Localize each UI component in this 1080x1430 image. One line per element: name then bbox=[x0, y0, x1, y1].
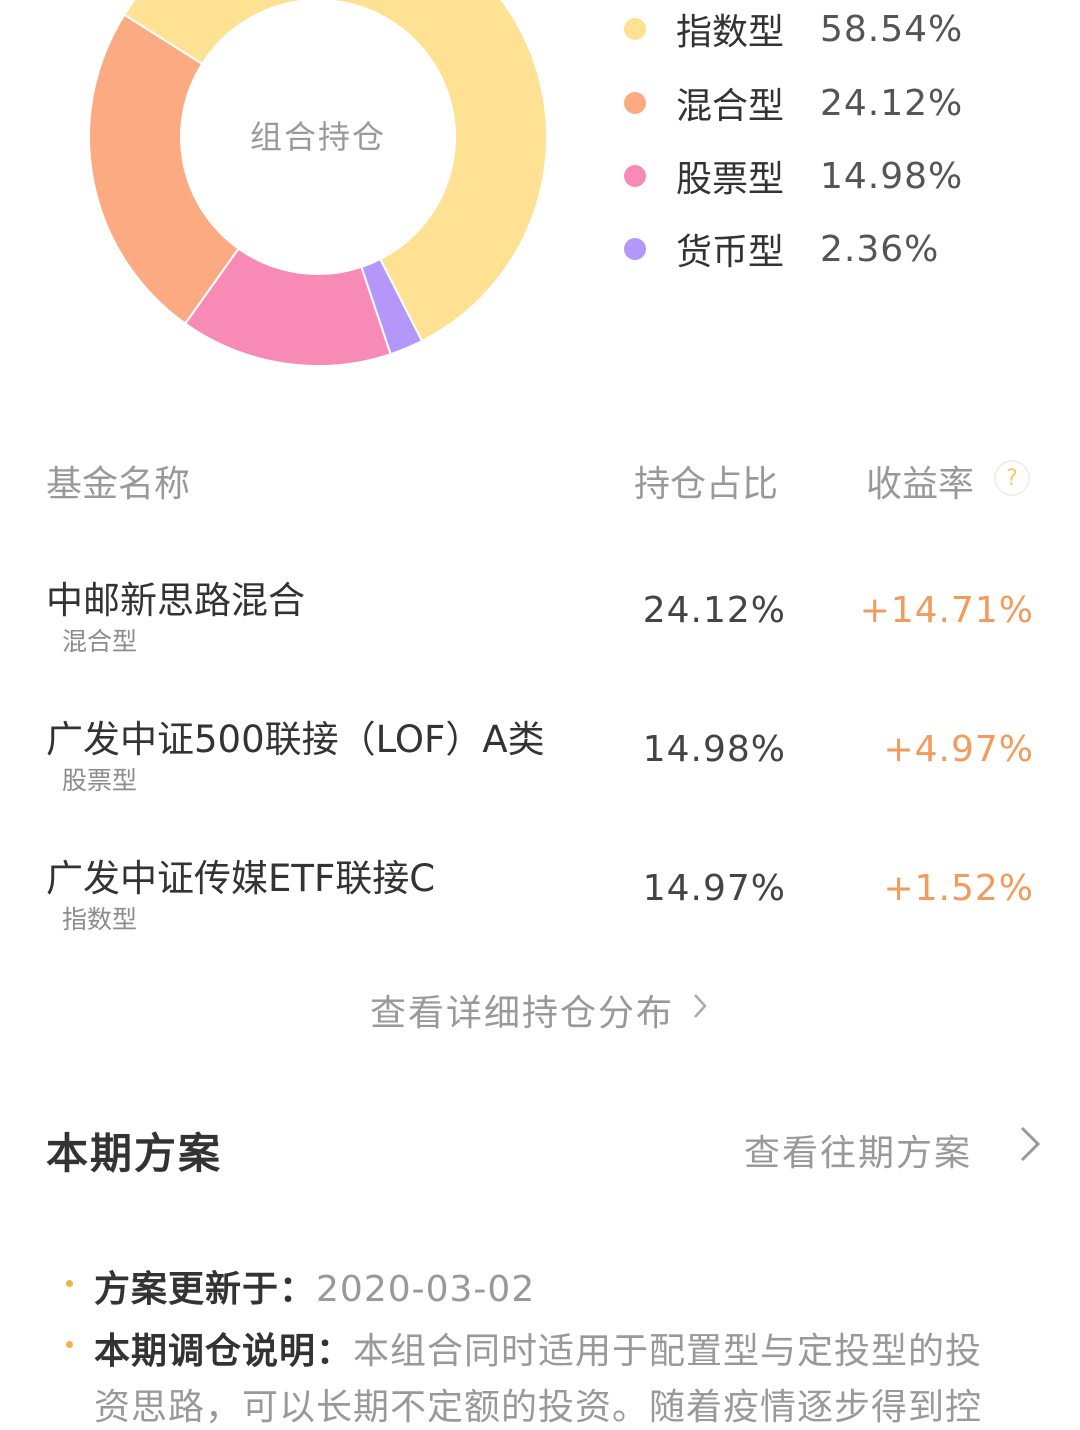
legend-dot bbox=[624, 18, 646, 40]
legend-name: 货币型 bbox=[676, 232, 785, 273]
legend-name: 指数型 bbox=[676, 12, 785, 53]
legend-name: 混合型 bbox=[676, 86, 785, 127]
header-return: 收益率 bbox=[866, 464, 975, 505]
plan-note-text-1: 本组合同时适用于配置型与定投型的投 bbox=[353, 1331, 983, 1372]
fund-weight: 14.98% bbox=[642, 729, 786, 770]
detail-link-label: 查看详细持仓分布 bbox=[370, 993, 675, 1034]
bullet-dot bbox=[66, 1280, 73, 1287]
donut-center-label: 组合持仓 bbox=[249, 118, 386, 156]
fund-return: +1.52% bbox=[883, 868, 1034, 909]
view-detail-holdings-link[interactable]: 查看详细持仓分布 bbox=[370, 984, 708, 1036]
donut-slice-货币型 bbox=[360, 257, 424, 356]
legend-item-stock: 股票型 14.98% bbox=[624, 151, 963, 201]
plan-updated-line: 方案更新于：2020-03-02 bbox=[94, 1260, 535, 1312]
chevron-right-icon[interactable] bbox=[1010, 1124, 1050, 1164]
bullet-dot bbox=[66, 1341, 73, 1348]
section-title: 本期方案 bbox=[46, 1129, 223, 1178]
legend-dot bbox=[624, 165, 646, 187]
fund-type: 指数型 bbox=[62, 905, 138, 934]
fund-type: 混合型 bbox=[62, 627, 138, 656]
legend-dot bbox=[624, 92, 646, 114]
plan-note-line-2: 资思路，可以长期不定额的投资。随着疫情逐步得到控 bbox=[94, 1387, 983, 1428]
fund-name: 中邮新思路混合 bbox=[46, 579, 305, 622]
legend-dot bbox=[624, 238, 646, 260]
view-past-plans-link[interactable]: 查看往期方案 bbox=[744, 1133, 973, 1174]
donut-slice-指数型 bbox=[122, 0, 548, 343]
fund-weight: 14.97% bbox=[642, 868, 786, 909]
legend-percent: 24.12% bbox=[820, 82, 964, 124]
legend-item-money: 货币型 2.36% bbox=[624, 224, 939, 274]
plan-note-label: 本期调仓说明： bbox=[94, 1331, 354, 1372]
legend-percent: 2.36% bbox=[820, 228, 940, 270]
plan-updated-label: 方案更新于： bbox=[94, 1269, 317, 1310]
legend-item-index: 指数型 58.54% bbox=[624, 4, 963, 54]
header-weight: 持仓占比 bbox=[634, 464, 779, 505]
table-row[interactable]: 广发中证传媒ETF联接C 指数型 14.97% +1.52% bbox=[0, 848, 1080, 988]
chevron-right-icon bbox=[692, 992, 708, 1028]
table-row[interactable]: 广发中证500联接（LOF）A类 股票型 14.98% +4.97% bbox=[0, 709, 1080, 849]
legend-percent: 14.98% bbox=[820, 155, 964, 197]
fund-name: 广发中证500联接（LOF）A类 bbox=[46, 718, 545, 761]
portfolio-donut-chart bbox=[88, 0, 548, 367]
donut-slice-混合型 bbox=[88, 13, 240, 326]
fund-return: +14.71% bbox=[859, 590, 1034, 631]
legend-name: 股票型 bbox=[676, 159, 785, 200]
fund-return: +4.97% bbox=[883, 729, 1034, 770]
plan-note-line: 本期调仓说明：本组合同时适用于配置型与定投型的投 bbox=[94, 1322, 982, 1374]
fund-type: 股票型 bbox=[62, 766, 138, 795]
legend-item-mixed: 混合型 24.12% bbox=[624, 78, 963, 128]
header-fund-name: 基金名称 bbox=[46, 464, 191, 505]
help-icon[interactable]: ? bbox=[994, 460, 1030, 496]
fund-weight: 24.12% bbox=[642, 590, 786, 631]
legend-percent: 58.54% bbox=[820, 8, 964, 50]
plan-updated-date: 2020-03-02 bbox=[316, 1269, 536, 1310]
fund-name: 广发中证传媒ETF联接C bbox=[46, 857, 436, 900]
table-row[interactable]: 中邮新思路混合 混合型 24.12% +14.71% bbox=[0, 570, 1080, 710]
